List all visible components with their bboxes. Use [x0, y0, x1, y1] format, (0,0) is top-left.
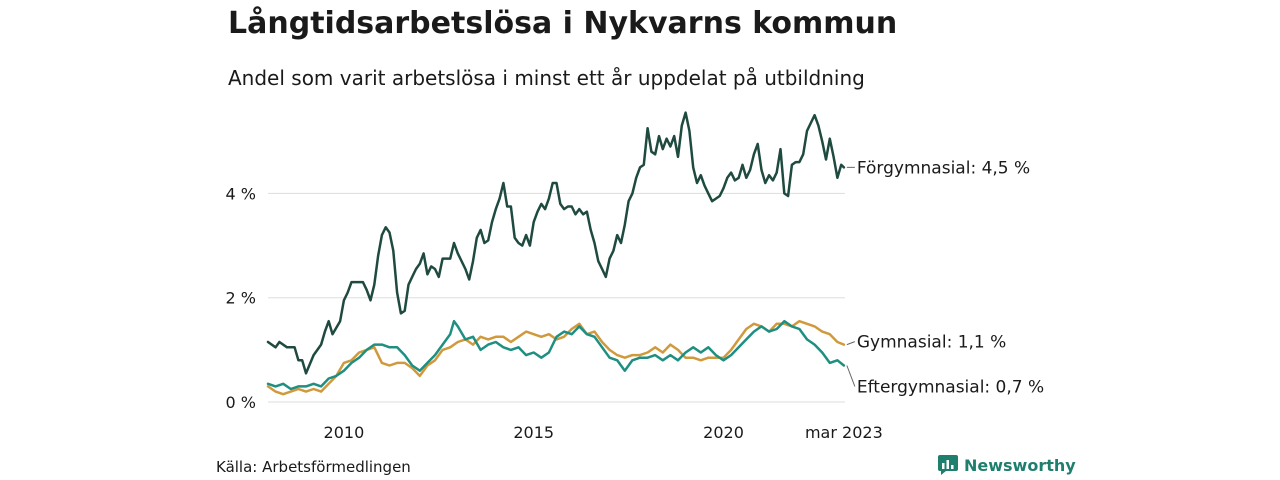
x-tick-label: 2010 — [324, 423, 365, 442]
x-tick-label: mar 2023 — [805, 423, 883, 442]
series-line-gymnasial — [266, 319, 846, 396]
x-tick-label: 2020 — [703, 423, 744, 442]
end-label-connector — [846, 365, 856, 387]
y-tick-label: 0 % — [226, 393, 256, 412]
chart-title: Långtidsarbetslösa i Nykvarns kommun — [228, 6, 898, 41]
chart-subtitle: Andel som varit arbetslösa i minst ett å… — [228, 66, 865, 90]
x-tick-label: 2015 — [513, 423, 554, 442]
source-note: Källa: Arbetsförmedlingen — [216, 458, 411, 476]
series-end-label: Gymnasial: 1,1 % — [857, 333, 1006, 353]
series-end-label: Eftergymnasial: 0,7 % — [857, 378, 1044, 398]
brand-logo: Newsworthy — [938, 455, 1076, 475]
series-line-eftergymnasial — [266, 319, 846, 391]
y-tick-label: 4 % — [226, 184, 256, 203]
chart-bar-icon — [938, 455, 958, 475]
series-end-label: Förgymnasial: 4,5 % — [857, 158, 1030, 178]
brand-name: Newsworthy — [964, 455, 1076, 475]
series-line-forgymnasial — [266, 111, 846, 375]
end-label-connector — [846, 341, 856, 346]
y-tick-label: 2 % — [226, 289, 256, 308]
